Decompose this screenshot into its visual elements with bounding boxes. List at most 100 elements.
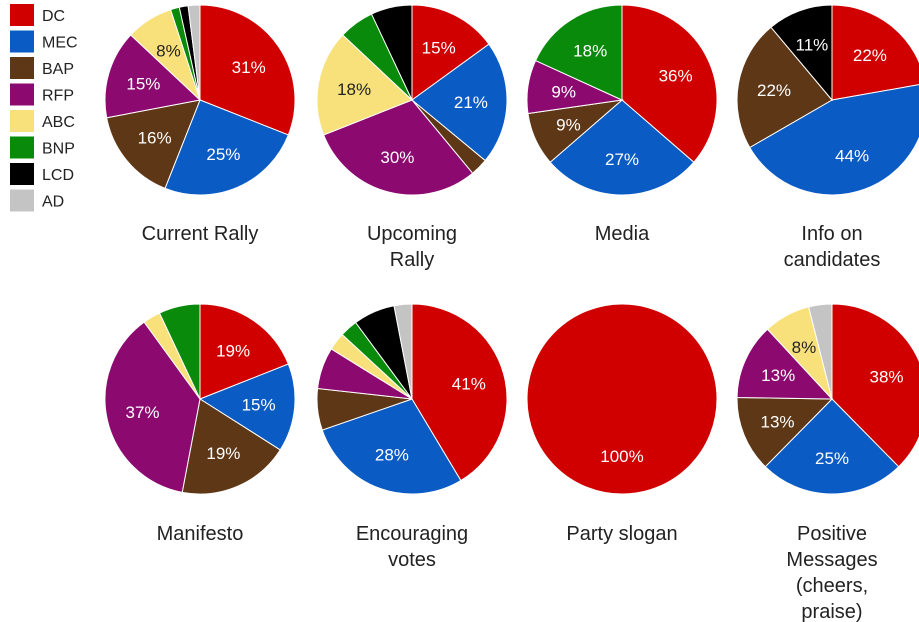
slice-label-dc: 19% [216, 341, 250, 360]
pie-slice-bnp [158, 303, 201, 400]
slice-label-dc: 15% [422, 39, 456, 58]
pie-slice-mec [749, 84, 919, 196]
pie-title-line: Upcoming [367, 223, 457, 245]
pie-chart-6: 41% 28% Encouraging votes [316, 303, 508, 571]
slice-label-mec: 21% [454, 93, 488, 112]
pie-title-line: candidates [784, 249, 881, 271]
pie-title-line: Rally [390, 249, 434, 271]
slice-label-dc: 31% [232, 58, 266, 77]
pie-slice-dc [411, 303, 508, 482]
pie-chart-5: 19% 15% 19% 37% Manifesto [104, 303, 296, 545]
slice-label-bnp: 18% [573, 42, 607, 61]
pie-title-line: Media [595, 223, 650, 245]
pie-title-line: Positive [797, 523, 867, 545]
pie-chart-2: 15% 21% 30% 18% Upcoming Rally [316, 4, 508, 271]
pie-slice-dc [831, 4, 919, 101]
slice-label-rfp: 37% [125, 403, 159, 422]
slice-label-rfp: 30% [380, 148, 414, 167]
slice-label-mec: 27% [605, 150, 639, 169]
pie-slice-mec [164, 99, 289, 196]
pie-title-line: Manifesto [157, 523, 244, 545]
legend: DC MEC BAP RFP ABC BNP LCD AD [10, 4, 78, 212]
slice-label-dc: 100% [600, 447, 643, 466]
slice-label-mec: 25% [206, 145, 240, 164]
slice-label-bap: 9% [556, 116, 581, 135]
pie-title-line: Party slogan [566, 523, 677, 545]
pie-slice-mec [549, 99, 695, 196]
pie-slice-mec [764, 398, 900, 495]
pie-title-line: Current Rally [142, 223, 259, 245]
pie-slice-rfp [736, 328, 834, 400]
pie-slice-mec [321, 398, 462, 495]
legend-label-ad: AD [42, 194, 64, 211]
slice-label-mec: 44% [835, 146, 869, 165]
slice-label-lcd: 11% [796, 36, 829, 55]
slice-label-mec: 25% [815, 449, 849, 468]
slice-label-dc: 41% [452, 374, 486, 393]
legend-label-mec: MEC [42, 35, 78, 52]
pie-title-line: praise) [801, 601, 862, 622]
legend-swatch-mec [10, 30, 34, 53]
legend-swatch-rfp [10, 83, 34, 106]
slice-label-abc: 8% [792, 338, 817, 357]
pie-slice-dc [199, 4, 296, 136]
pie-slice-rfp [104, 321, 201, 493]
pie-slice-mec [411, 43, 508, 162]
pie-slice-mec [198, 363, 296, 451]
pie-slice-bap [736, 26, 833, 149]
pie-slice-ad [393, 303, 413, 400]
legend-label-abc: ABC [42, 114, 75, 131]
pie-slice-dc [526, 303, 718, 495]
pies: 31% 25% 16% 15% 8% Current Rally 15% 21% 30% 18% U… [104, 4, 919, 622]
pie-title-line: Messages [786, 549, 877, 571]
slice-label-rfp: 15% [126, 75, 160, 94]
slice-label-abc: 18% [337, 80, 371, 99]
pie-title-line: Info on [801, 223, 862, 245]
pie-slice-ad [187, 4, 201, 101]
slice-label-bap: 22% [757, 81, 791, 100]
pie-chart-8: 38% 25% 13% 13% 8% Positive Messages (cheers, pr… [736, 303, 919, 622]
pie-slice-abc [316, 34, 413, 136]
legend-swatch-ad [10, 189, 34, 212]
slice-label-dc: 36% [659, 67, 693, 86]
pie-title-line: (cheers, [796, 575, 868, 597]
slice-label-dc: 22% [853, 46, 887, 65]
slice-label-abc: 8% [156, 41, 181, 60]
legend-label-lcd: LCD [42, 167, 74, 184]
pie-slice-rfp [104, 34, 202, 119]
legend-swatch-bap [10, 57, 34, 79]
slice-label-bap: 19% [206, 444, 240, 463]
pie-slice-lcd [770, 4, 833, 102]
slice-label-mec: 15% [242, 396, 276, 415]
legend-swatch-dc [10, 4, 34, 26]
legend-swatch-abc [10, 110, 34, 132]
pie-slice-bnp [534, 4, 623, 101]
slice-label-dc: 38% [869, 368, 903, 387]
pie-slice-bap [106, 99, 201, 189]
pie-slice-rfp [323, 99, 474, 196]
legend-label-dc: DC [42, 8, 65, 25]
pie-chart-1: 31% 25% 16% 15% 8% Current Rally [104, 4, 296, 245]
legend-swatch-bnp [10, 136, 34, 159]
pie-chart-7: 100% Party slogan [526, 303, 718, 545]
pie-slice-dc [199, 303, 289, 400]
pie-slice-dc [831, 303, 919, 468]
pie-slice-dc [411, 4, 490, 101]
slice-label-bap: 13% [760, 412, 794, 431]
slice-label-rfp: 13% [761, 366, 795, 385]
legend-label-bap: BAP [42, 61, 74, 78]
pie-slice-lcd [370, 4, 413, 101]
pie-title-line: votes [388, 549, 436, 571]
pie-title-line: Encouraging [356, 523, 468, 545]
pie-slice-ad [807, 303, 833, 400]
slice-label-mec: 28% [375, 445, 409, 464]
legend-swatch-lcd [10, 163, 34, 185]
pie-slice-dc [621, 4, 718, 163]
pie-chart-3: 36% 27% 9% 9% 18% Media [526, 4, 718, 245]
pie-chart-4: 22% 44% 22% 11% Info on candidates [736, 4, 919, 271]
pie-slice-bap [736, 397, 834, 468]
pie-slice-bap [181, 398, 281, 495]
legend-label-rfp: RFP [42, 88, 74, 105]
legend-label-bnp: BNP [42, 141, 75, 158]
